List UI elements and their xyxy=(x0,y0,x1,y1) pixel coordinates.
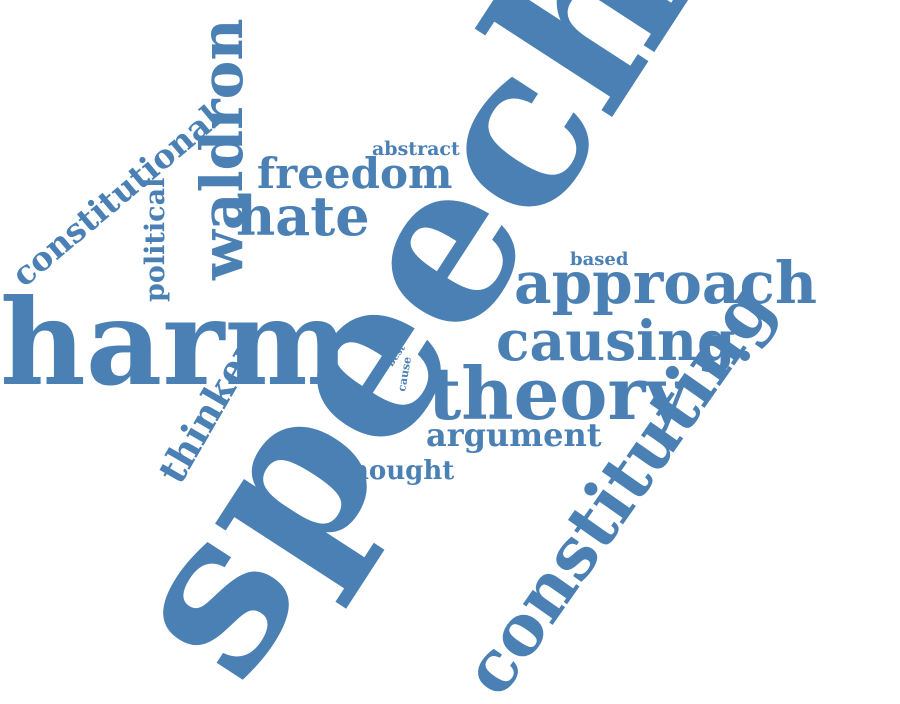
word-article: article xyxy=(440,293,487,308)
word-based: based xyxy=(570,249,629,270)
word-argument: argument xyxy=(426,416,602,454)
word-cause: cause xyxy=(395,356,414,393)
word-political: political xyxy=(140,178,171,302)
word-freedom: freedom xyxy=(257,149,452,198)
word-waldron: waldron xyxy=(188,18,256,281)
word-approach: approach xyxy=(514,249,817,317)
word-thought: thought xyxy=(338,456,454,486)
word-harm: harm xyxy=(0,273,349,412)
word-abstract: abstract xyxy=(372,138,460,160)
word-free: free xyxy=(369,315,389,325)
word-hate: hate xyxy=(236,184,370,248)
word-causing: causing. xyxy=(496,308,755,373)
word-theory: theory xyxy=(428,351,689,436)
